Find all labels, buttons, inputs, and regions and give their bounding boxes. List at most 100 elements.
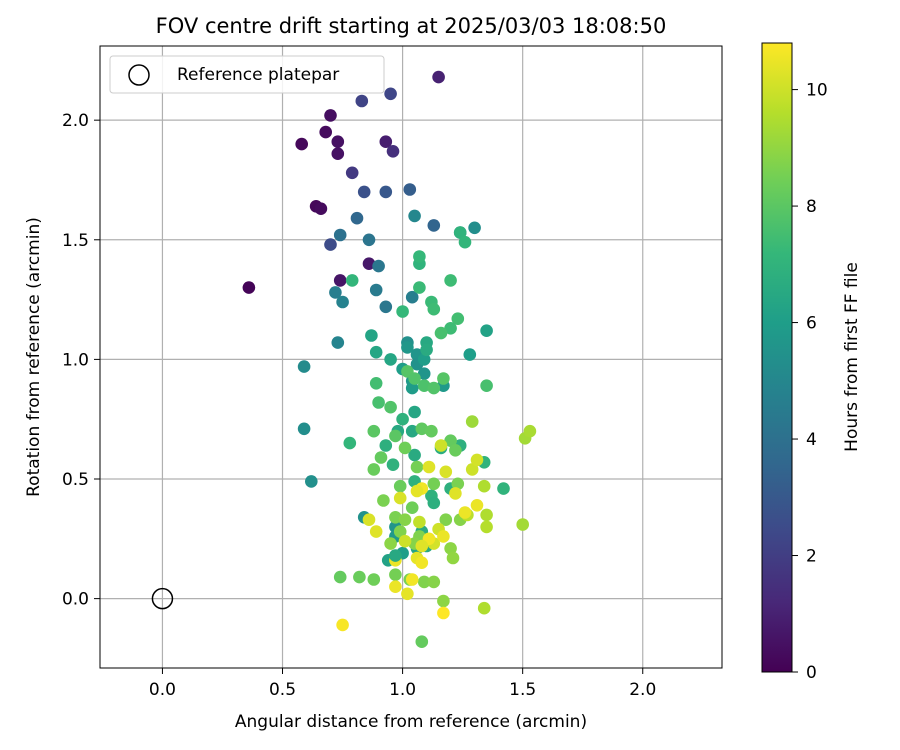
data-point [367,463,381,476]
data-point [389,549,402,562]
data-point [393,479,407,493]
data-point [365,329,378,342]
data-point [333,228,347,242]
colorbar-ticks: 0 2 4 6 8 10 [792,81,828,683]
x-tick-label: 1.0 [389,680,416,700]
data-point [369,377,383,390]
y-tick-label: 1.0 [62,350,89,370]
data-point [389,511,402,524]
data-point [434,326,448,340]
data-point [415,556,429,569]
colorbar-label: Hours from first FF file [842,262,862,452]
data-point [384,353,397,366]
data-point [422,460,436,474]
colorbar-tick-label: 4 [806,430,817,450]
data-point [319,125,333,139]
x-axis-label: Angular distance from reference (arcmin) [235,712,587,732]
data-point [324,238,337,251]
plot-frame [99,45,723,669]
data-point [477,479,491,493]
data-point [379,300,393,314]
data-point [434,439,448,452]
colorbar-tick-label: 8 [806,197,817,217]
data-point [453,226,467,239]
data-point [350,211,364,225]
x-axis-ticks: 0.0 0.5 1.0 1.5 2.0 [149,668,656,700]
data-point [345,274,359,287]
data-point [389,580,402,593]
y-axis-label: Rotation from reference (arcmin) [24,217,44,497]
data-point [427,575,441,589]
data-point [369,345,383,359]
data-point [333,274,347,287]
data-point [372,396,385,409]
data-point [415,422,429,436]
data-point [427,302,441,316]
data-point [384,87,397,101]
data-point [470,453,484,467]
data-point [437,606,450,620]
y-axis-ticks: 0.0 0.5 1.0 1.5 2.0 [62,111,100,610]
legend: Reference platepar [109,55,385,94]
data-point [427,219,441,232]
data-point [336,618,349,632]
data-point [417,353,431,366]
data-point [439,465,453,479]
data-point [449,444,462,457]
legend-entry-reference-platepar: Reference platepar [177,65,339,85]
data-point [415,539,429,553]
data-point [393,525,407,538]
data-point [333,570,347,584]
data-point [362,257,376,271]
data-point [314,202,328,215]
data-point [516,518,529,531]
data-point [523,424,537,438]
data-point [446,551,460,565]
legend-reference-marker [128,64,150,86]
data-point [384,537,397,550]
data-point [393,491,407,505]
data-point [480,324,493,338]
data-point [386,458,400,472]
x-tick-label: 0.5 [269,680,296,700]
data-point [297,360,311,373]
data-point [343,436,357,450]
data-point [480,379,493,393]
data-points [151,70,537,648]
data-point [357,185,371,199]
data-point [444,542,457,555]
data-point [405,573,419,586]
colorbar-gradient [762,43,792,672]
data-point [437,530,450,543]
data-point [396,412,409,426]
chart-title: FOV centre drift starting at 2025/03/03 … [156,14,667,38]
data-point [449,487,462,500]
data-point [480,508,493,522]
x-tick-label: 0.0 [149,680,176,700]
data-point [437,594,450,608]
data-point [331,147,345,160]
data-point [353,570,366,584]
data-point [331,336,345,349]
data-point [413,515,426,529]
data-point [410,460,424,474]
data-point [379,439,393,452]
data-point [389,429,402,443]
data-point [415,635,429,648]
y-tick-label: 0.5 [62,470,89,490]
data-point [379,185,393,199]
data-point [372,259,385,273]
data-point [413,250,426,263]
data-point [345,166,359,180]
data-point [425,424,438,438]
data-point [362,233,376,247]
colorbar-tick-label: 2 [806,547,817,567]
data-point [444,274,457,287]
data-point [413,281,426,294]
data-point [398,534,412,548]
data-point [432,70,445,84]
data-point [437,372,450,385]
data-point [427,477,441,491]
data-point [396,305,409,318]
